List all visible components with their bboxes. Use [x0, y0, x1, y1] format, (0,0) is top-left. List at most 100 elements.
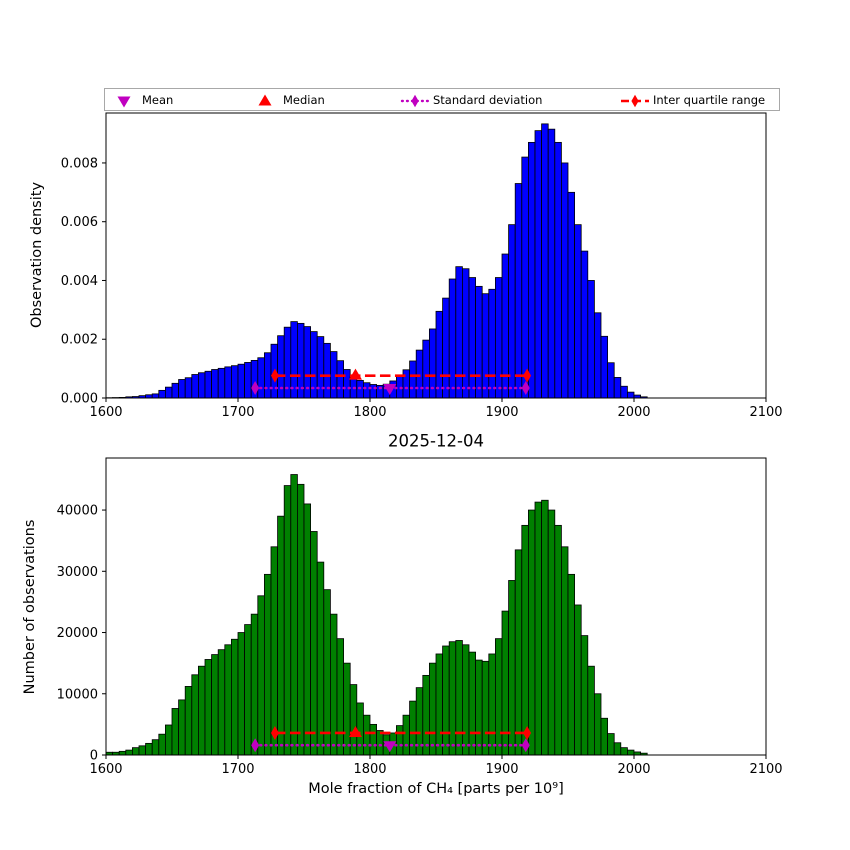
axes-spine — [105, 112, 767, 399]
y-tick-label: 0.006 — [61, 215, 98, 230]
diamond-dotted-glyph — [400, 94, 430, 107]
histogram-bar — [494, 277, 503, 399]
histogram-bar — [184, 377, 193, 399]
histogram-bar — [409, 360, 417, 399]
mean-triangle-down-icon — [109, 93, 139, 107]
std-dev-diamond-dotted-icon — [400, 93, 430, 107]
histogram-bar — [547, 509, 556, 756]
histogram-bar — [475, 659, 483, 756]
iqr-right-diamond-marker — [523, 368, 532, 383]
histogram-bar — [151, 739, 160, 756]
top-panel: 1600 1700 1800 1900 2000 2100 0.000 0.002 0.004 0… — [61, 112, 783, 420]
plot-title: 2025-12-04 — [388, 431, 484, 451]
x-tick-label: 2000 — [617, 405, 650, 420]
histogram-bar — [204, 370, 212, 399]
histogram-bar — [494, 638, 503, 756]
histogram-bar — [224, 366, 232, 399]
x-tick-label: 1600 — [89, 762, 122, 777]
histogram-bar — [191, 374, 199, 399]
y-tick-label: 0.000 — [61, 392, 98, 407]
histogram-bar — [594, 312, 602, 399]
histogram-bar — [356, 702, 364, 756]
bottom-y-axis-label: Number of observations — [22, 519, 38, 695]
histogram-bar — [547, 128, 556, 399]
histogram-bar — [211, 654, 219, 756]
histogram-bar — [290, 474, 298, 756]
histogram-bar — [197, 665, 206, 756]
histogram-bar — [607, 733, 615, 756]
histogram-bar — [178, 379, 186, 399]
x-tick-label: 1800 — [353, 405, 386, 420]
histogram-bar — [541, 123, 549, 399]
histogram-bar — [362, 714, 371, 756]
histogram-bar — [508, 580, 516, 756]
histogram-bar — [448, 641, 457, 756]
histogram-bar — [310, 531, 318, 756]
iqr-diamond-dashed-icon — [620, 93, 650, 107]
histogram-bar — [244, 362, 252, 399]
triangle-up-glyph — [258, 94, 272, 105]
triangle-down-icon — [117, 96, 131, 107]
histogram-bar — [475, 285, 483, 399]
histogram-bar — [528, 509, 536, 756]
histogram-bar — [257, 595, 265, 756]
y-tick-label: 0.004 — [61, 274, 98, 289]
histogram-bar — [521, 156, 529, 399]
histogram-bar — [204, 659, 212, 756]
triangle-down-glyph — [117, 96, 131, 107]
histogram-bar — [587, 280, 595, 399]
histogram-bar — [343, 369, 351, 399]
histogram-bar — [217, 367, 226, 399]
histogram-bar — [409, 700, 417, 756]
legend: Mean Median Standard deviation Inter qua… — [104, 88, 780, 111]
histogram-bar — [561, 162, 569, 399]
x-tick-label: 2100 — [749, 762, 782, 777]
histogram-bar — [336, 360, 344, 399]
histogram-bar — [257, 357, 265, 399]
diamond-dashed-glyph — [621, 94, 649, 107]
histogram-bar — [158, 389, 166, 399]
histogram-bar — [402, 714, 410, 756]
histogram-bar — [627, 749, 635, 756]
histogram-bar — [422, 674, 430, 756]
histogram-bar — [138, 745, 146, 756]
std-dev-left-diamond-marker — [251, 381, 260, 396]
x-tick-label: 1900 — [485, 762, 518, 777]
median-triangle-up-icon — [250, 93, 280, 107]
y-tick-label: 30000 — [57, 565, 98, 580]
diamond-icon — [631, 94, 639, 107]
histogram-bar — [620, 385, 628, 399]
histogram-bar — [455, 640, 463, 756]
histogram-bar — [514, 549, 523, 756]
histogram-bar — [131, 747, 140, 756]
legend-label-inter-quartile-range: Inter quartile range — [653, 92, 766, 107]
histogram-bar — [217, 649, 226, 756]
histogram-bar — [224, 644, 232, 756]
std-dev-left-diamond-marker — [251, 738, 260, 753]
histogram-bar — [567, 573, 575, 756]
histogram-bar — [164, 724, 173, 756]
median-marker — [348, 368, 362, 380]
triangle-up-icon — [258, 94, 272, 105]
x-axis-label: Mole fraction of CH₄ [parts per 10⁹] — [308, 781, 564, 797]
iqr-left-diamond-marker — [270, 725, 279, 740]
histogram-bar — [369, 384, 377, 399]
histogram-bar — [323, 342, 331, 399]
histogram-bar — [263, 573, 272, 756]
histogram-bar — [580, 250, 589, 399]
histogram-bar — [323, 589, 331, 756]
histogram-bar — [369, 723, 377, 756]
iqr-left-diamond-marker — [270, 368, 279, 383]
histogram-bar — [528, 141, 536, 399]
mean-marker — [383, 384, 397, 396]
histogram-bar — [534, 501, 542, 756]
histogram-bar — [587, 665, 595, 756]
histogram-bar — [415, 349, 424, 399]
histogram-bar — [435, 310, 443, 399]
histogram-bar — [534, 130, 542, 399]
legend-item-mean: Mean — [109, 89, 173, 110]
histogram-bar — [118, 750, 127, 756]
legend-item-standard-deviation: Standard deviation — [400, 89, 542, 110]
histogram-bar — [422, 339, 430, 399]
histogram-bar — [561, 546, 569, 756]
